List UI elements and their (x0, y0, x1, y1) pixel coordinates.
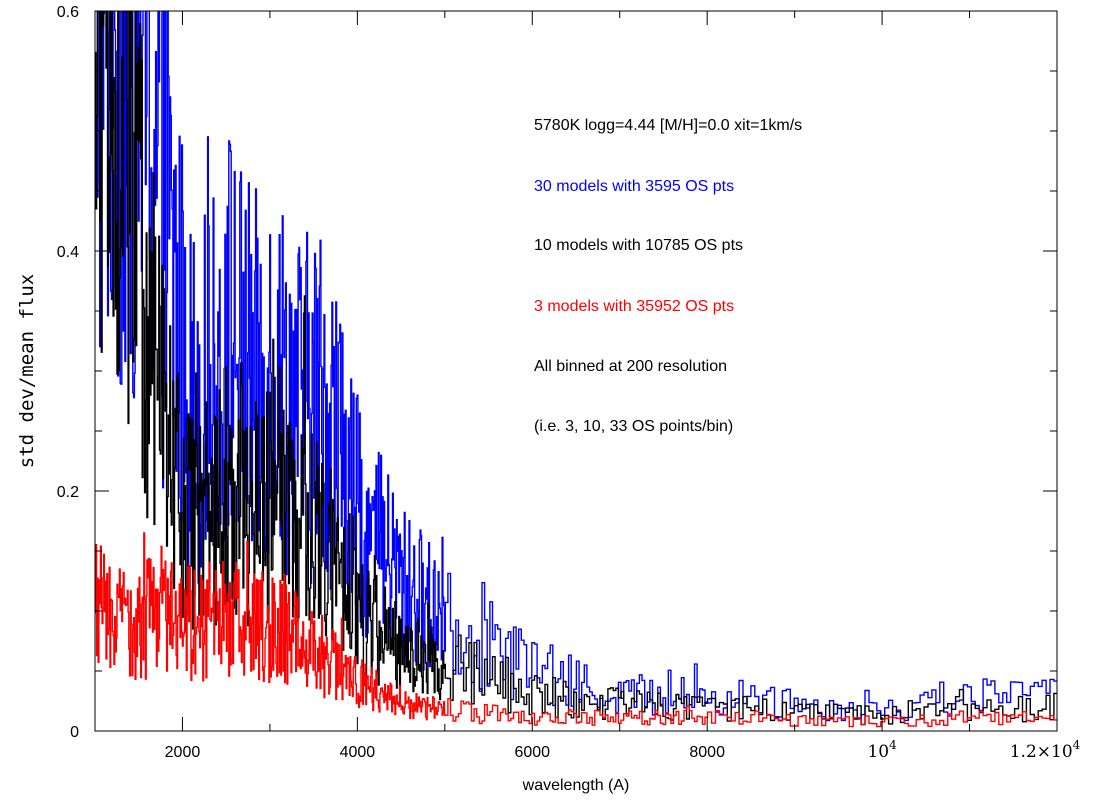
y-tick-label: 0.4 (57, 244, 79, 261)
y-tick-label: 0.2 (57, 484, 79, 501)
annotation-line: 30 models with 3595 OS pts (534, 178, 734, 195)
y-axis-title: std dev/mean flux (16, 274, 38, 468)
x-tick-exponent: 4 (889, 738, 897, 752)
x-tick-label: 4000 (340, 744, 376, 761)
annotation-line: 10 models with 10785 OS pts (534, 237, 743, 254)
annotation-line: 3 models with 35952 OS pts (534, 298, 734, 315)
y-tick-label: 0 (70, 724, 79, 741)
x-tick-label: 104 (867, 738, 897, 762)
series-layer (95, 11, 1057, 728)
annotation-line: (i.e. 3, 10, 33 OS points/bin) (534, 418, 733, 435)
annotation-layer: 5780K logg=4.44 [M/H]=0.0 xit=1km/s 30 mo… (534, 117, 802, 435)
annotation-line: All binned at 200 resolution (534, 358, 727, 375)
series-line-2 (95, 532, 1057, 728)
x-tick-exponent: 4 (1073, 738, 1081, 752)
series-line-1 (95, 11, 1057, 726)
x-tick-label: 1.2×104 (1010, 738, 1081, 762)
ticks-layer: 2000 4000 6000 8000 104 1.2×104 0 0.2 0.4 0.6 (57, 4, 1081, 762)
x-tick-label: 8000 (689, 744, 725, 761)
x-tick-label: 2000 (165, 744, 201, 761)
y-tick-label: 0.6 (57, 4, 79, 21)
annotation-line: 5780K logg=4.44 [M/H]=0.0 xit=1km/s (534, 117, 802, 134)
x-axis-title: wavelength (A) (522, 777, 630, 794)
x-tick-label: 6000 (514, 744, 550, 761)
